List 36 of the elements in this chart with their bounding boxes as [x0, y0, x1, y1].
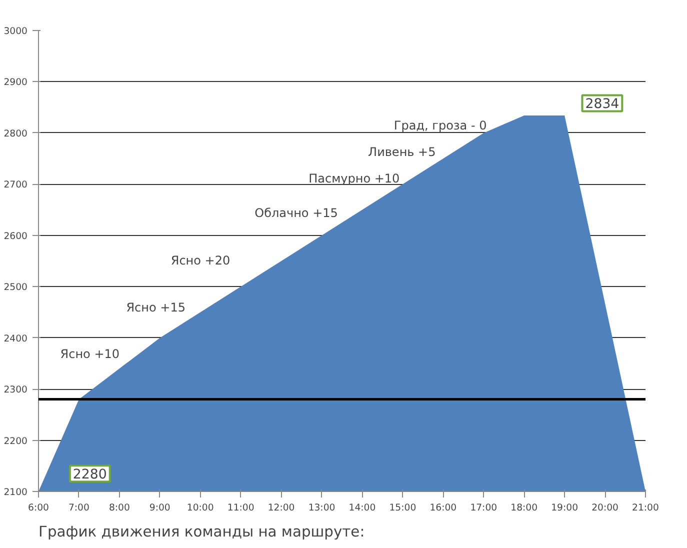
annotation: Облачно +15: [254, 206, 338, 220]
x-tick-label: 8:00: [108, 502, 130, 514]
annotation: Ясно +10: [60, 347, 120, 362]
y-tick-label: 2400: [4, 333, 28, 344]
x-tick-label: 16:00: [430, 502, 457, 514]
x-tick-label: 14:00: [348, 502, 376, 514]
x-tick-label: 12:00: [268, 502, 295, 514]
y-tick-label: 2700: [4, 180, 28, 191]
y-tick-label: 2300: [4, 384, 28, 396]
annotation: Ясно +20: [170, 254, 230, 268]
y-tick-label: 3000: [4, 26, 28, 37]
y-tick-label: 2900: [4, 77, 28, 88]
annotation: Пасмурно +10: [308, 172, 400, 186]
annotation: Ясно +15: [126, 300, 186, 315]
x-tick-label: 15:00: [389, 502, 416, 514]
x-tick-label: 9:00: [149, 502, 170, 514]
x-tick-label: 20:00: [592, 502, 619, 514]
y-tick-label: 2100: [4, 487, 28, 498]
y-tick-label: 2200: [4, 436, 28, 447]
x-tick-label: 7:00: [68, 502, 90, 514]
annotation: 2834: [585, 97, 620, 112]
x-tick-label: 19:00: [551, 502, 578, 514]
x-tick-label: 21:00: [632, 502, 660, 514]
x-tick-label: 17:00: [470, 502, 498, 514]
annotation: 2280: [72, 468, 107, 483]
y-tick-label: 2600: [4, 230, 28, 242]
annotation: Град, гроза - 0: [394, 118, 487, 133]
y-tick-label: 2800: [4, 128, 28, 140]
annotation: Ливень +5: [368, 144, 436, 159]
y-tick-label: 2500: [4, 282, 28, 294]
x-tick-label: 18:00: [510, 502, 538, 514]
x-tick-label: 13:00: [308, 502, 336, 514]
x-tick-label: 6:00: [28, 502, 50, 514]
x-tick-label: 11:00: [227, 502, 254, 514]
text: График движения команды на маршруте:: [38, 524, 365, 540]
x-tick-label: 10:00: [186, 502, 214, 514]
